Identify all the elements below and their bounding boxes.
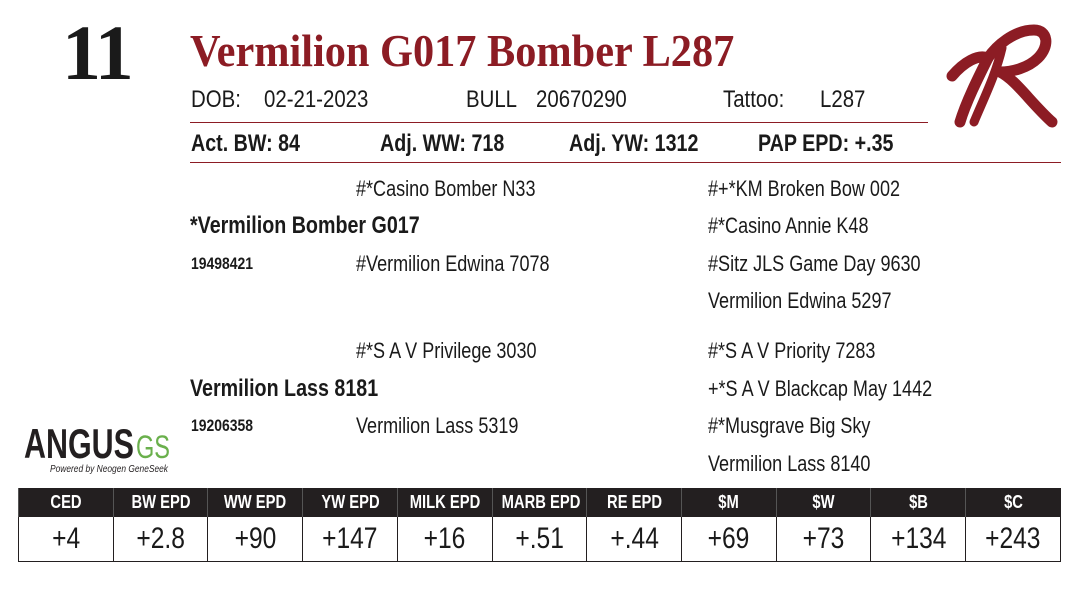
adjusted-weaning-weight: Adj. WW: 718 bbox=[380, 130, 505, 157]
pedigree-dam-sire: #*S A V Privilege 3030 bbox=[356, 338, 537, 363]
pedigree-sire: *Vermilion Bomber G017 bbox=[190, 212, 420, 239]
pedigree-dam-dam: Vermilion Lass 5319 bbox=[356, 413, 519, 438]
epd-header-bw: BW EPD bbox=[112, 488, 208, 517]
pedigree-sire-sire-dam: #*Casino Annie K48 bbox=[708, 213, 869, 238]
epd-table: CED BW EPD WW EPD YW EPD MILK EPD MARB E… bbox=[18, 488, 1061, 562]
epd-value-row: +4 +2.8 +90 +147 +16 +.51 +.44 +69 +73 +… bbox=[18, 516, 1061, 562]
epd-header-marb: MARB EPD bbox=[491, 488, 587, 517]
epd-header-yw: YW EPD bbox=[302, 488, 398, 517]
epd-value-m: +69 bbox=[681, 516, 777, 562]
pedigree-sire-registration: 19498421 bbox=[191, 254, 254, 273]
epd-value-ced: +4 bbox=[18, 516, 114, 562]
epd-value-re: +.44 bbox=[586, 516, 683, 562]
angus-logo-word: ANGUS bbox=[24, 420, 134, 467]
pedigree-sire-dam: #Vermilion Edwina 7078 bbox=[356, 251, 550, 276]
pedigree-sire-dam-dam: Vermilion Edwina 5297 bbox=[708, 288, 892, 313]
epd-value-marb: +.51 bbox=[491, 516, 588, 562]
epd-value-b: +134 bbox=[870, 516, 967, 562]
pedigree-sire-dam-sire: #Sitz JLS Game Day 9630 bbox=[708, 251, 921, 276]
epd-header-w: $W bbox=[775, 488, 871, 517]
epd-value-bw: +2.8 bbox=[112, 516, 209, 562]
performance-divider bbox=[190, 162, 1061, 163]
epd-value-yw: +147 bbox=[302, 516, 398, 562]
epd-header-row: CED BW EPD WW EPD YW EPD MILK EPD MARB E… bbox=[18, 488, 1061, 517]
pedigree-dam-dam-sire: #*Musgrave Big Sky bbox=[708, 413, 871, 438]
adjusted-yearling-weight: Adj. YW: 1312 bbox=[569, 130, 699, 157]
angus-gs-logo: ANGUS GS Powered by Neogen GeneSeek bbox=[24, 420, 170, 475]
dob-value: 02-21-2023 bbox=[264, 86, 369, 113]
animal-name-text: Vermilion G017 Bomber L287 bbox=[190, 25, 735, 76]
epd-header-b: $B bbox=[870, 488, 966, 517]
epd-header-m: $M bbox=[681, 488, 777, 517]
lot-number: 11 bbox=[62, 9, 134, 96]
pedigree-dam-registration: 19206358 bbox=[191, 416, 254, 435]
epd-header-milk: MILK EPD bbox=[396, 488, 493, 517]
epd-value-milk: +16 bbox=[396, 516, 493, 562]
info-divider bbox=[190, 122, 928, 123]
epd-value-w: +73 bbox=[775, 516, 872, 562]
pedigree-dam-sire-dam: +*S A V Blackcap May 1442 bbox=[708, 376, 933, 401]
registration-number: 20670290 bbox=[536, 86, 627, 113]
brand-logo bbox=[946, 24, 1058, 128]
epd-value-ww: +90 bbox=[207, 516, 304, 562]
angus-logo-tagline: Powered by Neogen GeneSeek bbox=[50, 464, 169, 475]
pedigree-dam-dam-dam: Vermilion Lass 8140 bbox=[708, 451, 871, 476]
actual-birth-weight: Act. BW: 84 bbox=[191, 130, 300, 157]
animal-name: Vermilion G017 Bomber L287 bbox=[190, 28, 782, 74]
tattoo-label: Tattoo: bbox=[723, 86, 785, 113]
gs-logo-word: GS bbox=[136, 429, 170, 465]
tattoo-value: L287 bbox=[820, 86, 866, 113]
epd-header-c: $C bbox=[965, 488, 1061, 517]
pedigree-sire-sire-sire: #+*KM Broken Bow 002 bbox=[708, 176, 901, 201]
epd-value-c: +243 bbox=[965, 516, 1061, 562]
epd-header-ww: WW EPD bbox=[207, 488, 303, 517]
pap-epd: PAP EPD: +.35 bbox=[758, 130, 894, 157]
sex-label: BULL bbox=[466, 86, 518, 113]
pedigree-dam-sire-sire: #*S A V Priority 7283 bbox=[708, 338, 876, 363]
epd-header-ced: CED bbox=[18, 488, 114, 517]
epd-header-re: RE EPD bbox=[586, 488, 682, 517]
dob-label: DOB: bbox=[191, 86, 241, 113]
pedigree-sire-sire: #*Casino Bomber N33 bbox=[356, 176, 536, 201]
pedigree-dam: Vermilion Lass 8181 bbox=[190, 375, 379, 402]
